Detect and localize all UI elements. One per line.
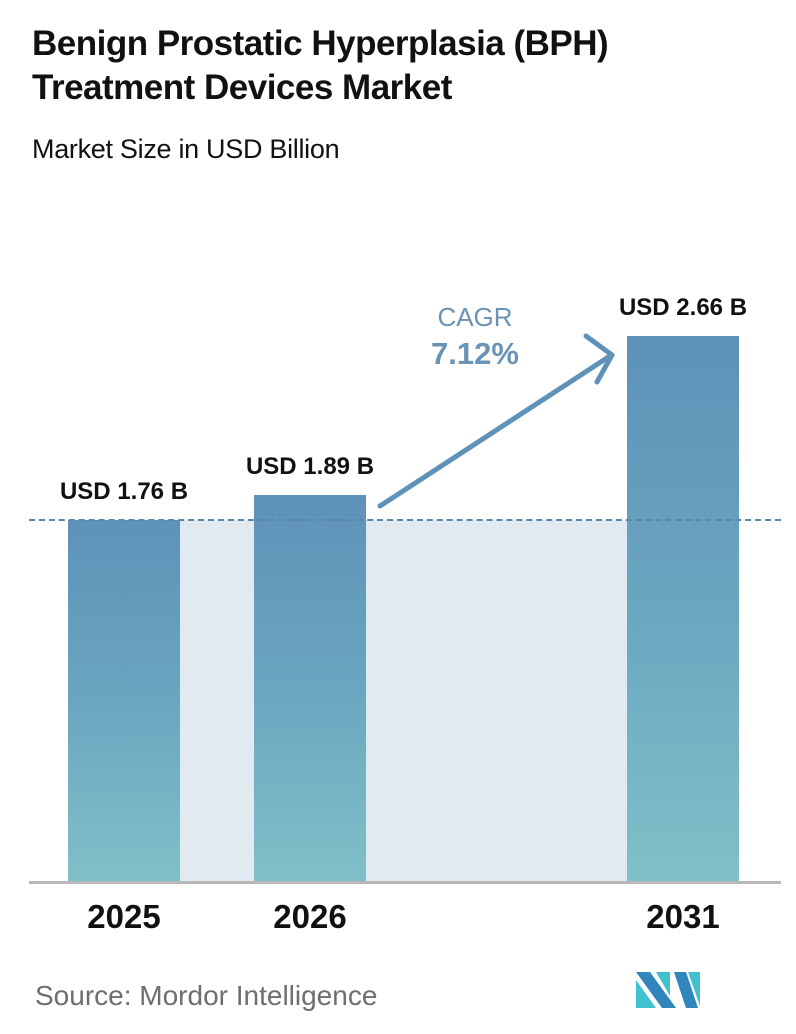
source-text: Source: Mordor Intelligence [35,980,378,1011]
x-label-2031: 2031 [646,898,720,935]
bar-2025 [68,520,180,882]
bar-2031 [627,336,739,882]
reference-dashed-line [29,519,781,521]
value-label-2031: USD 2.66 B [618,294,748,321]
x-label-2025: 2025 [87,898,161,935]
x-label-2026: 2026 [273,898,347,935]
bar-2026 [254,495,366,882]
title-line-2: Treatment Devices Market [32,68,452,107]
cagr-value: 7.12% [431,336,519,371]
value-label-2026: USD 1.89 B [245,453,375,480]
x-axis-baseline [29,881,781,884]
cagr-label: CAGR [437,302,513,332]
mordor-intelligence-logo-icon [636,972,700,1008]
title-line-1: Benign Prostatic Hyperplasia (BPH) [32,24,609,63]
chart-title: Benign Prostatic Hyperplasia (BPH) Treat… [32,22,609,110]
chart-subtitle: Market Size in USD Billion [32,134,340,164]
value-label-2025: USD 1.76 B [59,478,189,505]
